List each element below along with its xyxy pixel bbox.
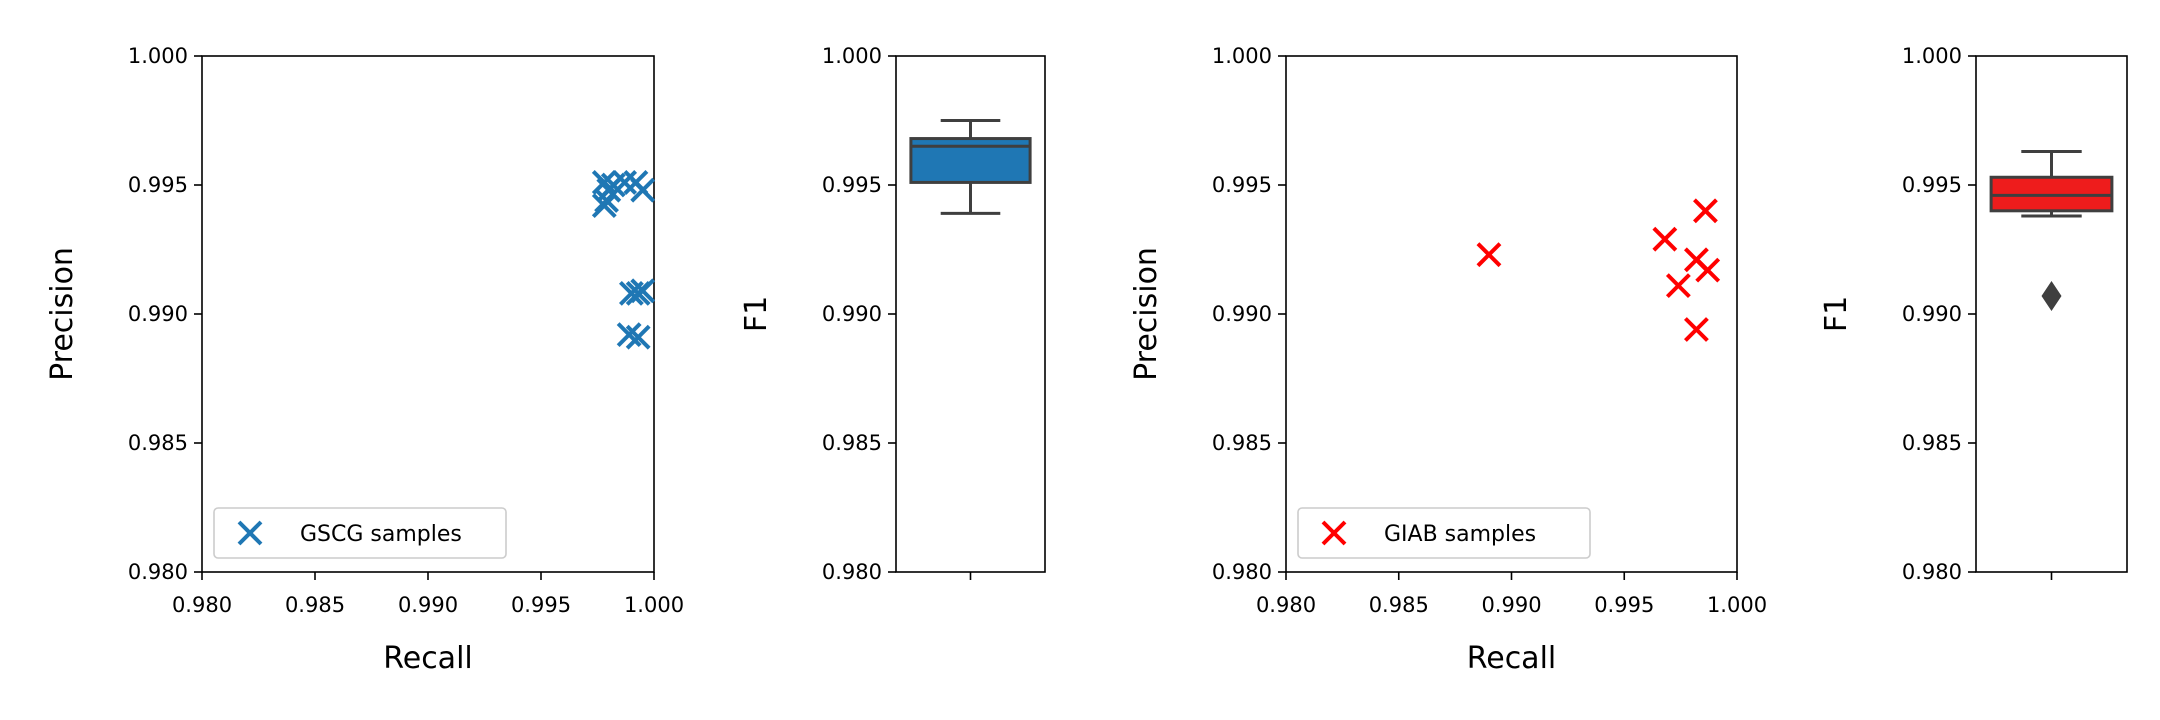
x-tick-label: 0.980 (1256, 593, 1316, 617)
x-tick-label: 0.990 (398, 593, 458, 617)
y-tick-label: 0.985 (822, 431, 882, 455)
legend-label: GSCG samples (300, 522, 462, 547)
y-tick-label: 0.995 (1212, 173, 1272, 197)
data-point (625, 324, 651, 350)
x-marker-stroke (591, 193, 617, 219)
y-tick-label: 0.990 (128, 302, 188, 326)
data-point (1476, 242, 1502, 268)
data-point (612, 170, 638, 195)
x-tick-label: 0.985 (1369, 593, 1429, 617)
data-point (1665, 273, 1691, 299)
x-marker-stroke (1476, 242, 1502, 268)
x-tick-label: 0.985 (285, 593, 345, 617)
x-axis-title: Recall (1467, 641, 1557, 676)
y-tick-label: 0.990 (1212, 302, 1272, 326)
y-tick-label: 0.980 (822, 560, 882, 584)
x-tick-label: 0.995 (1594, 593, 1654, 617)
data-point (1652, 226, 1678, 252)
y-tick-label: 0.980 (1902, 560, 1962, 584)
outlier-point (2041, 280, 2062, 311)
y-axis-title: Precision (45, 247, 80, 381)
y-tick-label: 0.995 (128, 173, 188, 197)
y-axis-title: Precision (1129, 247, 1164, 381)
data-point (1693, 198, 1718, 224)
plot-frame (1285, 55, 1738, 573)
boxplot-panel-giab-f1: 0.980 0.985 0.990 0.995 1.000 F1 (1819, 44, 2128, 584)
y-tick-label: 0.990 (1902, 302, 1962, 326)
legend-box (213, 507, 507, 559)
x-tick-label: 0.990 (1481, 593, 1541, 617)
y-tick-label: 0.990 (822, 302, 882, 326)
y-tick-label: 1.000 (128, 44, 188, 68)
data-point (630, 177, 656, 203)
x-marker-stroke (625, 324, 651, 350)
legend-marker (1321, 520, 1347, 546)
plot-frame (201, 55, 655, 573)
y-tick-label: 1.000 (1212, 44, 1272, 68)
scatter-panel-gscg: 0.980 0.985 0.990 0.995 1.000 Precision 0.980 0… (45, 44, 684, 676)
x-axis-title: Recall (383, 641, 473, 676)
x-tick-label: 1.000 (1707, 593, 1767, 617)
data-point (1683, 317, 1709, 342)
data-point (591, 193, 617, 219)
legend-label: GIAB samples (1384, 522, 1536, 547)
y-axis-title: F1 (739, 296, 774, 332)
x-marker-stroke (1321, 520, 1347, 546)
x-marker-stroke (612, 170, 638, 195)
y-tick-label: 0.985 (1212, 431, 1272, 455)
x-marker-stroke (1665, 273, 1691, 299)
x-marker-stroke (1652, 226, 1678, 252)
y-tick-label: 1.000 (822, 44, 882, 68)
x-marker-stroke (237, 520, 263, 546)
x-marker-stroke (1695, 257, 1721, 283)
y-tick-label: 0.995 (1902, 173, 1962, 197)
plot-frame (1975, 55, 2128, 573)
data-point (630, 278, 656, 304)
y-tick-label: 0.980 (1212, 560, 1272, 584)
data-point (616, 322, 642, 348)
x-marker-stroke (1683, 317, 1709, 342)
x-marker-stroke (630, 278, 656, 304)
y-tick-label: 1.000 (1902, 44, 1962, 68)
x-marker-stroke (1693, 198, 1718, 224)
legend-box (1297, 507, 1591, 559)
x-tick-label: 0.995 (511, 593, 571, 617)
data-point (1695, 257, 1721, 283)
y-tick-label: 0.995 (822, 173, 882, 197)
legend-marker (237, 520, 263, 546)
y-tick-label: 0.985 (1902, 431, 1962, 455)
y-tick-label: 0.985 (128, 431, 188, 455)
legend: GIAB samples (1297, 507, 1591, 559)
x-marker-stroke (616, 322, 642, 348)
x-marker-stroke (630, 177, 656, 203)
y-axis-title: F1 (1819, 296, 1854, 332)
scatter-panel-giab: 0.980 0.985 0.990 0.995 1.000 Precision 0.980 0… (1129, 44, 1767, 676)
x-tick-label: 0.980 (172, 593, 232, 617)
legend: GSCG samples (213, 507, 507, 559)
y-tick-label: 0.980 (128, 560, 188, 584)
boxplot-panel-gscg-f1: 0.980 0.985 0.990 0.995 1.000 F1 (739, 44, 1046, 584)
x-tick-label: 1.000 (624, 593, 684, 617)
